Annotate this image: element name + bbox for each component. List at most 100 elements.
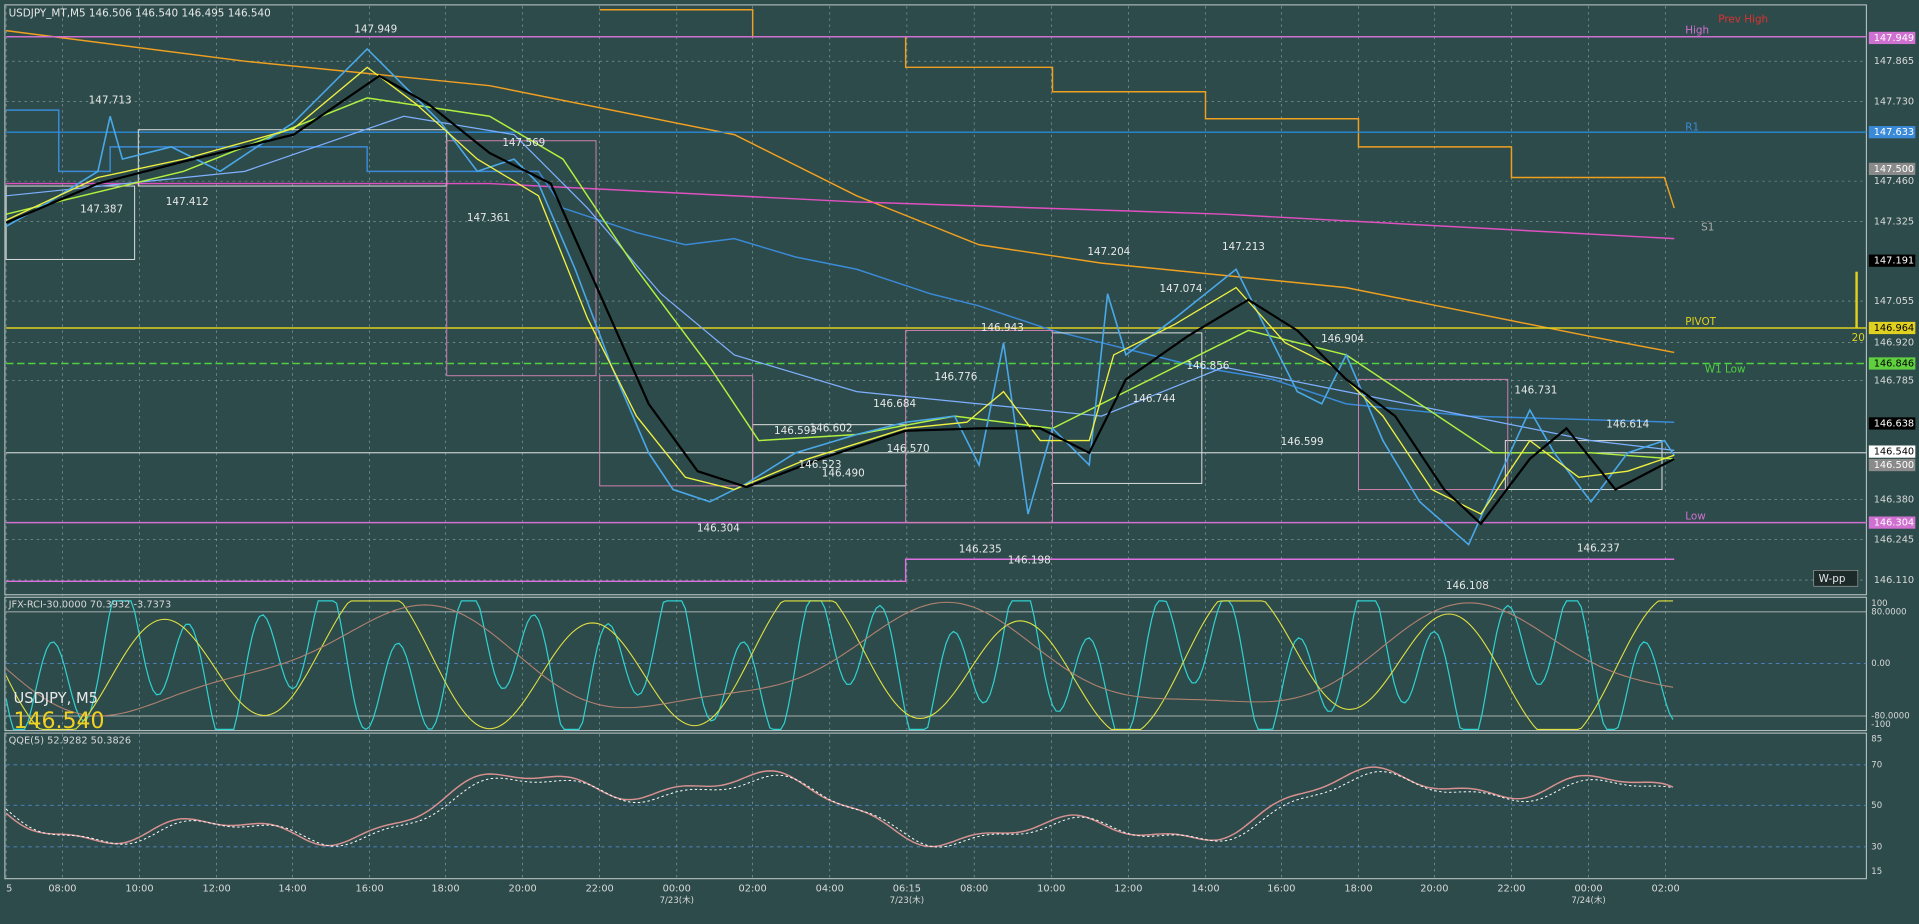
- price-tag: [1868, 254, 1916, 267]
- rci-axis-label: 0.00: [1871, 659, 1890, 669]
- price-annotation: 146.602: [810, 422, 853, 434]
- price-lines: [5, 47, 1675, 546]
- time-label: 22:00: [586, 884, 614, 895]
- time-label: 02:00: [739, 884, 767, 895]
- time-label: 12:00: [1114, 884, 1142, 895]
- price-label: 146.110: [1874, 575, 1914, 586]
- price-tag: [1868, 321, 1916, 335]
- price-annotation: 147.204: [1087, 246, 1130, 258]
- price-label: 146.304: [1874, 518, 1914, 529]
- price-annotation: 146.599: [1281, 436, 1324, 448]
- time-label: 20:00: [508, 884, 536, 895]
- price-annotation: 147.213: [1222, 241, 1265, 253]
- qqe-axis-label: 50: [1871, 801, 1882, 811]
- level-label: Prev High: [1718, 14, 1768, 26]
- panel-title: QQE(5) 52.9282 50.3826: [9, 735, 132, 746]
- price-label: 147.633: [1874, 127, 1914, 138]
- time-label: 10:00: [1037, 884, 1065, 895]
- price-annotation: 147.361: [467, 212, 510, 224]
- time-label: 16:00: [1267, 884, 1295, 895]
- qqe-axis-label: 30: [1871, 842, 1882, 852]
- price-tag: [1868, 445, 1916, 458]
- time-label: 20:00: [1420, 884, 1448, 895]
- price-annotation: 146.684: [873, 398, 916, 410]
- price-annotation: 146.943: [981, 322, 1024, 334]
- qqe-axis-label: 15: [1871, 867, 1882, 877]
- date-label: 7/24(木): [1571, 894, 1605, 906]
- price-annotation: 147.412: [166, 196, 209, 208]
- price-annotation: 146.614: [1606, 419, 1649, 431]
- price-label: 147.191: [1874, 256, 1914, 267]
- panel-title: JFX-RCI-30.0000 70.3932 -3.7373: [8, 600, 172, 611]
- price-tag: [1868, 458, 1916, 472]
- rci-axis-label: 80.0000: [1871, 607, 1906, 617]
- price-annotation: 146.744: [1133, 393, 1176, 405]
- price-label: 146.846: [1874, 358, 1914, 369]
- level-label: W-pp: [1819, 573, 1846, 585]
- level-label: 20: [1852, 332, 1865, 344]
- price-annotation: 146.731: [1514, 384, 1557, 396]
- level-label: PIVOT: [1685, 316, 1716, 328]
- time-label: 14:00: [278, 884, 306, 895]
- price-label: 146.964: [1874, 323, 1914, 334]
- time-label: 06:15: [893, 884, 921, 895]
- bid-price: 146.540: [13, 709, 104, 734]
- price-label: 147.949: [1874, 33, 1914, 44]
- time-label: 08:00: [48, 884, 76, 895]
- time-label: 02:00: [1652, 884, 1680, 895]
- date-label: 7/23(木): [660, 894, 694, 906]
- time-label: 08:00: [960, 884, 988, 895]
- price-annotation: 147.074: [1160, 283, 1203, 295]
- time-label: 22:00: [1497, 884, 1525, 895]
- level-label: S1: [1701, 222, 1714, 234]
- price-tag: [1868, 31, 1916, 45]
- price-annotation: 146.108: [1446, 580, 1489, 592]
- price-label: 146.785: [1874, 376, 1914, 387]
- time-label: 18:00: [431, 884, 459, 895]
- price-label: 146.500: [1874, 460, 1914, 471]
- price-label: 146.380: [1874, 494, 1914, 505]
- wpp-box: [1813, 570, 1859, 587]
- rci-axis-label: -100: [1871, 720, 1890, 730]
- price-annotation: 146.856: [1186, 360, 1229, 372]
- date-label: 7/23(木): [890, 894, 924, 906]
- price-annotation: 147.713: [89, 94, 132, 106]
- rci-axis-label: -80.0000: [1871, 711, 1909, 721]
- time-label: 04:00: [816, 884, 844, 895]
- price-label: 147.460: [1874, 176, 1914, 187]
- symbol: USDJPY, M5: [13, 690, 98, 707]
- price-label: 146.920: [1874, 338, 1914, 349]
- price-label: 147.865: [1874, 56, 1914, 67]
- time-label: 18:00: [1344, 884, 1372, 895]
- texts: USDJPY_MT,M5 146.506 146.540 146.495 146…: [6, 7, 1916, 906]
- qqe-axis-label: 70: [1871, 760, 1882, 770]
- price-label: 146.638: [1874, 418, 1914, 429]
- rci-levels: [5, 600, 1867, 848]
- time-label: 10:00: [125, 884, 153, 895]
- price-label: 147.325: [1874, 217, 1914, 228]
- time-label: 00:00: [1574, 884, 1602, 895]
- price-label: 147.730: [1874, 97, 1914, 108]
- price-label: 147.055: [1874, 296, 1914, 307]
- qqe-axis-label: 85: [1871, 735, 1882, 745]
- price-annotation: 146.304: [697, 523, 740, 535]
- price-annotation: 146.776: [934, 371, 977, 383]
- time-label: 16:00: [356, 884, 384, 895]
- time-label: 14:00: [1191, 884, 1219, 895]
- price-tag: [1868, 126, 1916, 139]
- panel-frames: [4, 4, 1867, 880]
- time-label: 5: [6, 884, 12, 895]
- time-label: 12:00: [203, 884, 231, 895]
- price-label: 146.245: [1874, 535, 1914, 546]
- price-annotation: 146.237: [1577, 542, 1620, 554]
- price-annotation: 146.593: [774, 425, 817, 437]
- price-annotation: 146.235: [959, 544, 1002, 556]
- price-annotation: 147.387: [80, 203, 123, 215]
- window-title: USDJPY_MT,M5 146.506 146.540 146.495 146…: [9, 7, 271, 19]
- price-label: 147.500: [1874, 164, 1914, 175]
- price-annotation: 146.570: [887, 443, 930, 455]
- price-label: 146.540: [1874, 447, 1914, 458]
- level-label: W1 Low: [1705, 364, 1746, 376]
